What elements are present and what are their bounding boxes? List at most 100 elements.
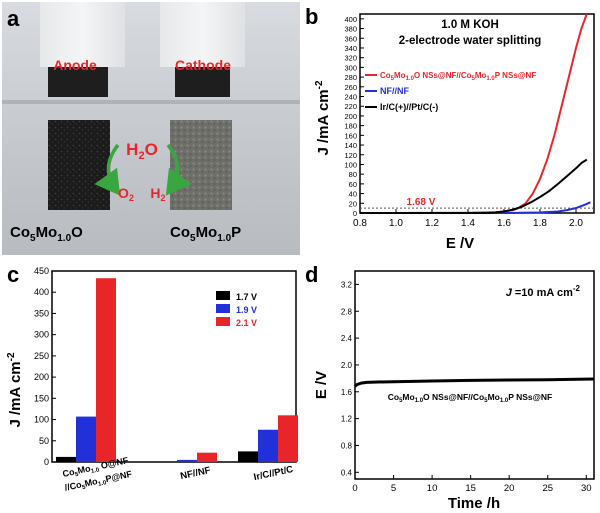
panel-b-ytick-label: 160	[344, 131, 357, 140]
panel-d-frame	[354, 270, 595, 480]
legend-label-red: Co5Mo1.0O NSs@NF//Co5Mo1.0P NSs@NF	[380, 71, 536, 82]
panel-c-ytick-label: 100	[34, 415, 49, 425]
bar-0-19V	[76, 416, 96, 462]
bar-1-17V	[157, 462, 177, 463]
panel-b-ytick-label: 100	[344, 160, 357, 169]
panel-d-ytick-label: 0.8	[341, 441, 353, 450]
panel-d-ylabel: E /V	[313, 371, 330, 399]
panel-d-ytick-label: 0.4	[341, 468, 353, 477]
panel-b-ytick-label: 320	[344, 54, 357, 63]
bar-1-19V	[177, 459, 197, 462]
panel-d-xlabel: Time /h	[448, 495, 500, 512]
panel-letter-d: d	[305, 262, 318, 287]
panel-b-annotation-1: 1.0 M KOH	[441, 19, 499, 31]
left-material-label: Co5Mo1.0O	[10, 224, 83, 244]
panel-d-ytick-label: 2.4	[341, 334, 353, 343]
panel-b-xtick-label: 1.4	[461, 218, 475, 229]
panel-b-annotation-2: 2-electrode water splitting	[399, 35, 542, 47]
panel-c-ytick-label: 300	[34, 330, 49, 340]
cathode-label: Cathode	[175, 57, 231, 73]
panel-b-ytick-label: 80	[349, 170, 357, 179]
panel-c-ytick-label: 250	[34, 351, 49, 361]
panel-b-xtick-label: 2.0	[569, 218, 583, 229]
panel-d-series-line	[354, 377, 595, 388]
panel-b-ytick-label: 0	[353, 209, 357, 218]
panel-b-ytick-label: 400	[344, 15, 357, 24]
panel-d-xtick-label: 25	[542, 483, 553, 494]
bar-2-21V	[278, 415, 298, 462]
h2-label: H2	[150, 185, 165, 203]
panel-c-ytick-label: 0	[44, 457, 49, 467]
legend-swatch-2-1v	[216, 317, 230, 326]
legend-swatch-1-7v	[216, 291, 230, 300]
panel-c-ylabel: J /mA cm-2	[6, 352, 24, 427]
panel-b-series-blue	[360, 201, 591, 214]
anode-holder	[40, 2, 125, 67]
panel-c-ytick-label: 50	[39, 436, 49, 446]
legend-swatch-1-9v	[216, 304, 230, 313]
panel-c-ytick-label: 150	[34, 393, 49, 403]
left-arrow	[94, 143, 121, 196]
category-label-2: Ir/C//Pt/C	[253, 464, 295, 483]
legend-label-1-9v: 1.9 V	[236, 305, 257, 315]
panel-b-ytick-label: 20	[349, 199, 357, 208]
bar-0-21V	[96, 278, 116, 462]
panel-b-xtick-label: 1.8	[533, 218, 547, 229]
water-surface	[2, 100, 300, 104]
panel-d-annotation: J =10 mA cm-2	[506, 284, 581, 299]
bar-0-17V	[56, 456, 76, 462]
panel-b-ylabel: J /mA cm-2	[314, 80, 332, 155]
panel-b-marker-label: 1.68 V	[407, 197, 436, 208]
panel-d-xtick-label: 5	[391, 483, 396, 494]
panel-d-ytick-label: 3.2	[341, 280, 353, 289]
panel-d-xtick-label: 0	[352, 483, 357, 494]
panel-b-ytick-label: 120	[344, 151, 357, 160]
panel-b-ytick-label: 360	[344, 34, 357, 43]
right-arrow	[165, 143, 192, 196]
legend-label-1-7v: 1.7 V	[236, 292, 257, 302]
panel-b-ytick-label: 180	[344, 122, 357, 131]
panel-b-ytick-label: 340	[344, 44, 357, 53]
panel-d-xtick-label: 15	[465, 483, 476, 494]
panel-b-series-black	[360, 158, 588, 214]
panel-b-ytick-label: 60	[349, 180, 357, 189]
panel-d-series-label: Co5Mo1.0O NSs@NF//Co5Mo1.0P NSs@NF	[388, 392, 553, 404]
panel-c-plot: 0 50 100 150 200 250 300 350 400 450	[34, 266, 298, 467]
cathode-holder	[160, 2, 245, 67]
category-label-0-line2: //Co5Mo1.0P@NF	[64, 469, 134, 495]
panel-b-ytick-label: 200	[344, 112, 357, 121]
panel-letter-c: c	[7, 262, 19, 287]
category-label-1: NF//NF	[179, 465, 211, 482]
panel-c-ytick-label: 450	[34, 266, 49, 276]
panel-b-xtick-label: 1.0	[389, 218, 403, 229]
panel-d-xtick-label: 20	[504, 483, 515, 494]
panel-b-ytick-label: 140	[344, 141, 357, 150]
panel-b-ytick-label: 380	[344, 25, 357, 34]
panel-c-legend: 1.7 V 1.9 V 2.1 V	[216, 291, 257, 328]
panel-d-xtick-label: 10	[427, 483, 438, 494]
panel-c-ytick-label: 350	[34, 308, 49, 318]
panel-b-ytick-label: 280	[344, 73, 357, 82]
cathode-electrode	[170, 120, 232, 210]
legend-label-black: Ir/C(+)//Pt/C(-)	[380, 102, 438, 112]
panel-letter-b: b	[305, 4, 318, 29]
panel-b-ytick-label: 260	[344, 83, 357, 92]
panel-b-plot: 0.8 1.0 1.2 1.4 1.6 1.8 2.00204060801001201401…	[344, 13, 595, 229]
bar-1-21V	[197, 452, 217, 462]
bar-2-17V	[238, 451, 258, 462]
panel-b-xlabel: E /V	[446, 235, 474, 252]
right-material-label: Co5Mo1.0P	[170, 224, 241, 244]
panel-b-ytick-label: 300	[344, 63, 357, 72]
anode-electrode	[48, 120, 110, 210]
panel-b-xtick-label: 1.2	[425, 218, 439, 229]
panel-d-ytick-label: 1.2	[341, 415, 353, 424]
panel-b-chart: b 0.8 1.0 1.2 1.4 1.6 1.8 2.0 02040608010012014…	[305, 4, 595, 252]
panel-d-plot: 0 5 10 15 20 25 30 0.4 0.8 1.2 1.6 2.0 2.4 2.8 3.2	[341, 270, 595, 494]
h2o-label: H2O	[126, 140, 158, 162]
category-label-0: Co5Mo1.0 O@NF //Co5Mo1.0P@NF	[62, 455, 134, 495]
o2-label: O2	[118, 185, 134, 203]
panel-d-ytick-label: 2.8	[341, 307, 353, 316]
bar-2-19V	[258, 429, 278, 462]
panel-c-ytick-label: 400	[34, 287, 49, 297]
